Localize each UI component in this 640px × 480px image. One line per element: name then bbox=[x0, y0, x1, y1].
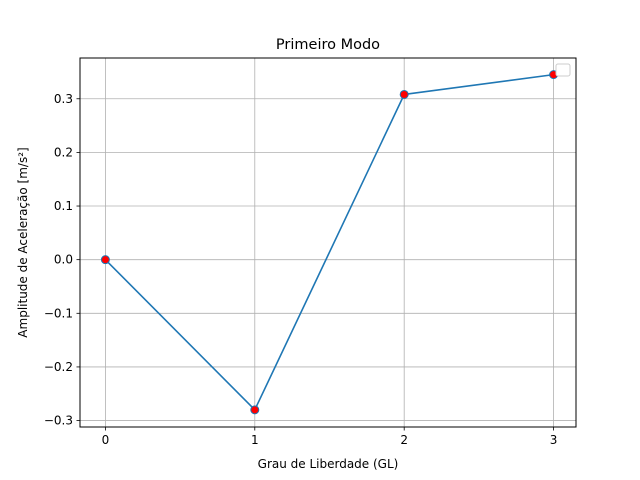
grid bbox=[80, 58, 576, 427]
legend-box bbox=[555, 63, 571, 77]
data-point bbox=[250, 405, 260, 415]
y-axis-label: Amplitude de Aceleração [m/s²] bbox=[16, 147, 30, 337]
y-tick-label: 0.3 bbox=[54, 92, 73, 106]
data-point bbox=[100, 255, 110, 265]
data-point bbox=[399, 89, 409, 99]
y-tick-label: −0.3 bbox=[44, 414, 73, 428]
x-tick-label: 0 bbox=[102, 433, 110, 447]
y-tick-label: −0.2 bbox=[44, 360, 73, 374]
y-axis: −0.3 −0.2 −0.1 0.0 0.1 0.2 0.3 bbox=[44, 92, 80, 428]
x-tick-label: 3 bbox=[550, 433, 558, 447]
x-tick-label: 2 bbox=[400, 433, 408, 447]
x-axis: 0 1 2 3 bbox=[102, 427, 558, 447]
chart-title: Primeiro Modo bbox=[276, 37, 380, 53]
x-axis-label: Grau de Liberdade (GL) bbox=[258, 457, 399, 471]
y-tick-label: 0.1 bbox=[54, 199, 73, 213]
y-tick-label: −0.1 bbox=[44, 306, 73, 320]
y-tick-label: 0.0 bbox=[54, 253, 73, 267]
series-line bbox=[104, 73, 554, 411]
x-tick-label: 1 bbox=[251, 433, 259, 447]
y-tick-label: 0.2 bbox=[54, 145, 73, 159]
plot-frame bbox=[79, 57, 577, 428]
